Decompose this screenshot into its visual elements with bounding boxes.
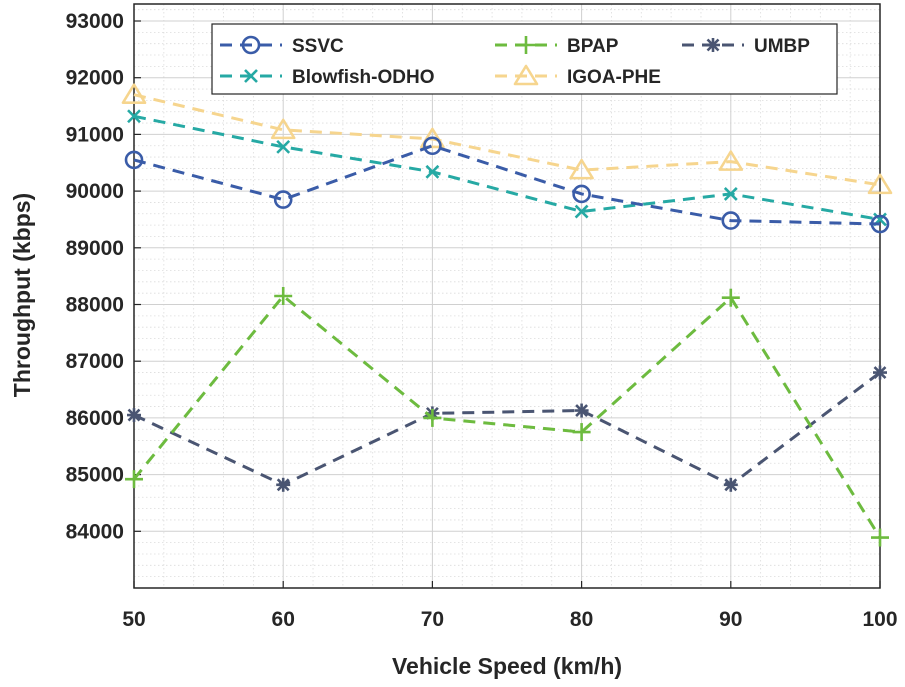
legend-item-bpap: BPAP — [495, 36, 619, 57]
data-point-asterisk — [276, 477, 291, 492]
data-point-plus — [517, 36, 535, 54]
data-point-asterisk — [127, 408, 141, 423]
y-tick-label: 88000 — [66, 294, 124, 317]
x-tick-label: 70 — [421, 608, 444, 631]
x-tick-label: 60 — [272, 608, 295, 631]
data-point-triangle — [718, 150, 744, 171]
x-tick-label: 50 — [122, 608, 145, 631]
y-tick-label: 86000 — [66, 407, 124, 430]
legend-label: SSVC — [292, 36, 344, 57]
x-tick-label: 80 — [570, 608, 593, 631]
legend-box — [211, 23, 838, 95]
data-point-x — [276, 139, 291, 154]
legend-label: BPAP — [567, 36, 619, 57]
data-point-plus — [423, 408, 442, 427]
x-axis-ticks: 50 60 70 80 90 100 — [122, 581, 898, 631]
series-line — [133, 144, 881, 226]
y-axis-ticks: 84000 85000 86000 87000 88000 89000 90000 91000… — [66, 10, 141, 543]
legend-item-blowfish-odho: Blowfish-ODHO — [220, 67, 435, 88]
data-point-asterisk — [706, 38, 720, 52]
data-point-asterisk — [574, 403, 589, 418]
series-bpap — [125, 287, 889, 547]
data-point-plus — [274, 287, 293, 305]
y-tick-label: 92000 — [66, 67, 124, 90]
data-point-x — [244, 69, 258, 83]
data-point-circle — [721, 211, 741, 230]
data-point-circle — [124, 150, 144, 170]
legend-item-ssvc: SSVC — [220, 35, 344, 57]
x-axis-title: Vehicle Speed (km/h) — [392, 653, 622, 679]
data-point-circle — [241, 35, 261, 55]
series-line — [133, 371, 881, 487]
y-tick-label: 87000 — [66, 350, 124, 373]
data-point-triangle — [420, 127, 445, 149]
data-point-x — [723, 187, 738, 201]
series-ssvc — [124, 136, 890, 234]
data-point-plus — [125, 470, 143, 489]
series-blowfish-odho — [127, 109, 887, 227]
data-point-asterisk — [873, 365, 887, 380]
legend-label: IGOA-PHE — [567, 67, 661, 88]
data-point-x — [425, 164, 440, 179]
data-point-x — [127, 109, 141, 124]
x-tick-label: 90 — [719, 608, 742, 631]
data-point-asterisk — [723, 477, 738, 492]
data-point-plus — [572, 423, 591, 442]
data-point-triangle — [513, 64, 539, 86]
data-point-circle — [273, 190, 293, 209]
data-point-x — [574, 204, 589, 219]
series-line — [132, 293, 882, 539]
legend-item-igoa-phe: IGOA-PHE — [495, 64, 661, 88]
y-tick-label: 93000 — [66, 10, 124, 33]
data-point-circle — [870, 214, 890, 234]
series-group — [121, 83, 893, 547]
plot-area-frame — [133, 3, 881, 589]
legend: SSVC BPAP UMBP Blowfish-ODHO IGOA-PHE — [211, 23, 838, 95]
data-point-triangle — [569, 158, 594, 180]
y-tick-label: 89000 — [66, 237, 124, 260]
series-igoa-phe — [121, 83, 893, 195]
data-point-triangle — [270, 118, 296, 140]
y-axis-title: Throughput (kbps) — [9, 193, 35, 397]
data-point-triangle — [867, 173, 893, 195]
legend-label: Blowfish-ODHO — [292, 67, 435, 88]
data-point-plus — [871, 528, 889, 547]
series-line — [133, 114, 881, 221]
y-tick-label: 85000 — [66, 464, 124, 487]
y-tick-label: 90000 — [66, 180, 124, 203]
y-tick-label: 84000 — [66, 520, 124, 543]
y-tick-label: 91000 — [66, 123, 124, 146]
series-line — [133, 93, 881, 187]
data-point-circle — [572, 184, 591, 204]
data-point-circle — [423, 136, 442, 156]
legend-label: UMBP — [754, 36, 810, 57]
x-tick-label: 100 — [862, 608, 897, 631]
data-point-plus — [721, 288, 740, 307]
data-point-triangle — [121, 83, 147, 105]
legend-item-umbp: UMBP — [682, 36, 810, 57]
